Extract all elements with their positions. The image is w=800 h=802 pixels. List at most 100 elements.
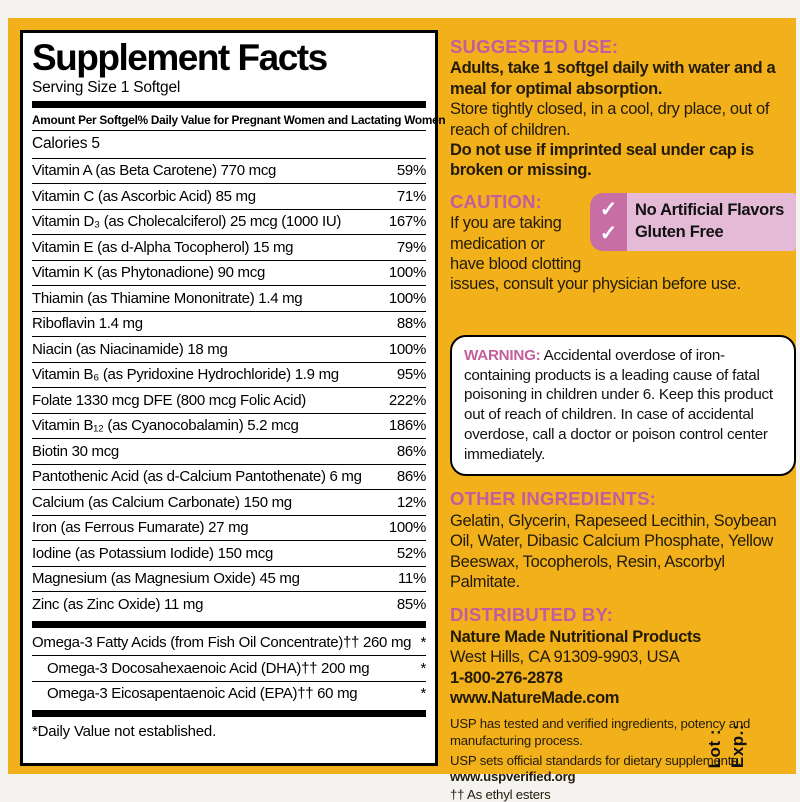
nutrient-row: Thiamin (as Thiamine Mononitrate) 1.4 mg… [32,285,426,311]
ethyl-esters-note: †† As ethyl esters [450,786,551,802]
nutrient-daily-value: 100% [388,289,426,307]
suggested-use-line3: Do not use if imprinted seal under cap i… [450,141,754,180]
caution-section: ✓ ✓ No Artificial Flavors Gluten Free CA… [450,191,796,321]
nutrient-daily-value: 86% [396,442,426,460]
nutrient-name: Vitamin B₆ (as Pyridoxine Hydrochloride)… [32,366,339,384]
nutrient-daily-value: 11% [397,570,426,588]
nutrient-row: Vitamin D₃ (as Cholecalciferol) 25 mcg (… [32,208,426,235]
usp-note-1: USP has tested and verified ingredients,… [450,716,751,748]
nutrient-name: Vitamin D₃ (as Cholecalciferol) 25 mcg (… [32,213,342,231]
nutrient-row: Zinc (as Zinc Oxide) 11 mg 85% [32,591,426,617]
supplement-facts-title: Supplement Facts [32,37,328,78]
nutrient-name: Folate 1330 mcg DFE (800 mcg Folic Acid) [32,391,306,409]
badge-claims: No Artificial Flavors Gluten Free [627,192,796,251]
nutrient-row: Vitamin B₁₂ (as Cyanocobalamin) 5.2 mcg 1… [32,412,426,439]
claim-no-artificial-flavors: No Artificial Flavors [635,201,784,220]
section-divider [32,710,426,718]
suggested-use-line2: Store tightly closed, in a cool, dry pla… [450,100,770,139]
check-icon: ✓ [599,197,618,221]
nutrient-row: Niacin (as Niacinamide) 18 mg 100% [32,336,426,362]
nutrient-daily-value: 85% [396,595,426,613]
nutrient-daily-value: 12% [396,493,426,511]
nutrient-name: Vitamin C (as Ascorbic Acid) 85 mg [32,187,256,205]
product-label-background: Supplement Facts Serving Size 1 Softgel … [8,18,796,802]
usp-note-2-text: USP sets official standards for dietary … [450,752,742,768]
nutrient-row: Magnesium (as Magnesium Oxide) 45 mg 11% [32,565,426,592]
table-header-daily-value: % Daily Value for Pregnant Women and Lac… [137,112,446,127]
nutrient-daily-value: 100% [388,519,426,537]
warning-box: WARNING: Accidental overdose of iron-con… [450,334,796,477]
nutrient-row: Vitamin C (as Ascorbic Acid) 85 mg 71% [32,183,426,209]
nutrient-name: Vitamin E (as d-Alpha Tocopherol) 15 mg [32,238,294,256]
usp-note-2: USP sets official standards for dietary … [450,753,796,785]
nutrient-row: Biotin 30 mcg 86% [32,438,426,464]
nutrient-daily-value: 167% [388,213,426,231]
nutrient-row: Iodine (as Potassium Iodide) 150 mcg 52% [32,540,426,566]
nutrient-daily-value: * [420,634,426,652]
lot-exp-area: Lot : Exp.: [705,724,768,768]
nutrient-name: Vitamin K (as Phytonadione) 90 mcg [32,264,265,282]
nutrient-daily-value: 100% [388,264,426,282]
lot-label: Lot : [705,728,724,768]
table-header-amount: Amount Per Softgel [32,112,138,127]
calories-row: Calories 5 [32,131,426,159]
nutrient-row: Omega-3 Fatty Acids (from Fish Oil Conce… [32,631,426,656]
claim-gluten-free: Gluten Free [635,222,724,241]
warning-body: Accidental overdose of iron-containing p… [464,346,773,463]
nutrient-name: Omega-3 Fatty Acids (from Fish Oil Conce… [32,634,412,652]
nutrient-name: Riboflavin 1.4 mg [32,315,143,333]
nutrient-row: Vitamin K (as Phytonadione) 90 mcg 100% [32,259,426,286]
distributed-by-section: DISTRIBUTED BY: Nature Made Nutritional … [450,604,796,708]
nutrient-daily-value: * [420,659,426,677]
distributor-website: www.NatureMade.com [450,688,620,707]
nutrient-name: Thiamin (as Thiamine Mononitrate) 1.4 mg [32,289,303,307]
section-divider [32,620,426,628]
caution-body: If you are taking medication or have blo… [450,214,741,294]
nutrient-row: Vitamin A (as Beta Carotene) 770 mcg 59% [32,159,426,184]
nutrient-daily-value: 95% [396,366,426,384]
distributor-address: West Hills, CA 91309-9903, USA [450,648,680,667]
nutrient-daily-value: 100% [388,340,426,358]
suggested-use-heading: SUGGESTED USE: [450,36,619,57]
other-ingredients-heading: OTHER INGREDIENTS: [450,488,657,510]
serving-size: Serving Size 1 Softgel [32,78,181,96]
nutrient-row: Folate 1330 mcg DFE (800 mcg Folic Acid)… [32,387,426,413]
claims-badge: ✓ ✓ No Artificial Flavors Gluten Free [590,192,796,251]
distributed-by-heading: DISTRIBUTED BY: [450,604,613,626]
nutrient-name: Biotin 30 mcg [32,442,119,460]
nutrient-daily-value: 71% [396,187,426,205]
nutrient-name: Iron (as Ferrous Fumarate) 27 mg [32,519,249,537]
nutrient-name: Vitamin B₁₂ (as Cyanocobalamin) 5.2 mcg [32,417,299,435]
suggested-use-section: SUGGESTED USE: Adults, take 1 softgel da… [450,36,796,181]
nutrient-name: Pantothenic Acid (as d-Calcium Pantothen… [32,468,362,486]
warning-label: WARNING: [464,346,541,364]
nutrient-name: Zinc (as Zinc Oxide) 11 mg [32,595,204,613]
nutrient-daily-value: 222% [388,391,426,409]
warning-text: WARNING: Accidental overdose of iron-con… [464,346,782,465]
supplement-facts-panel: Supplement Facts Serving Size 1 Softgel … [20,30,446,766]
nutrient-row: Iron (as Ferrous Fumarate) 27 mg 100% [32,514,426,541]
nutrient-row: Vitamin E (as d-Alpha Tocopherol) 15 mg 7… [32,234,426,260]
daily-value-footnote: *Daily Value not established. [32,723,217,741]
nutrient-row: Calcium (as Calcium Carbonate) 150 mg 12% [32,489,426,515]
nutrient-name: Niacin (as Niacinamide) 18 mg [32,340,228,358]
usp-website: www.uspverified.org [450,768,576,784]
nutrient-name: Vitamin A (as Beta Carotene) 770 mcg [32,162,277,180]
table-header: Amount Per Softgel % Daily Value for Pre… [32,111,446,131]
other-ingredients-section: OTHER INGREDIENTS: Gelatin, Glycerin, Ra… [450,488,796,592]
exp-label: Exp.: [728,723,747,768]
nutrient-row: Omega-3 Eicosapentaenoic Acid (EPA)†† 60… [32,680,426,707]
nutrient-daily-value: 186% [388,417,426,435]
nutrient-name: Calcium (as Calcium Carbonate) 150 mg [32,493,292,511]
nutrient-name: Omega-3 Eicosapentaenoic Acid (EPA)†† 60… [47,685,358,703]
section-divider [32,100,426,108]
nutrient-daily-value: 52% [396,544,426,562]
other-ingredients-body: Gelatin, Glycerin, Rapeseed Lecithin, So… [450,511,777,591]
right-column: SUGGESTED USE: Adults, take 1 softgel da… [450,32,796,802]
nutrient-daily-value: 79% [396,238,426,256]
nutrient-name: Iodine (as Potassium Iodide) 150 mcg [32,544,273,562]
nutrient-row: Omega-3 Docosahexaenoic Acid (DHA)†† 200… [32,655,426,681]
usp-section: USP has tested and verified ingredients,… [450,716,796,801]
badge-check-column: ✓ ✓ [590,192,627,251]
supplement-rows: Vitamin A (as Beta Carotene) 770 mcg 59% V… [32,159,426,707]
